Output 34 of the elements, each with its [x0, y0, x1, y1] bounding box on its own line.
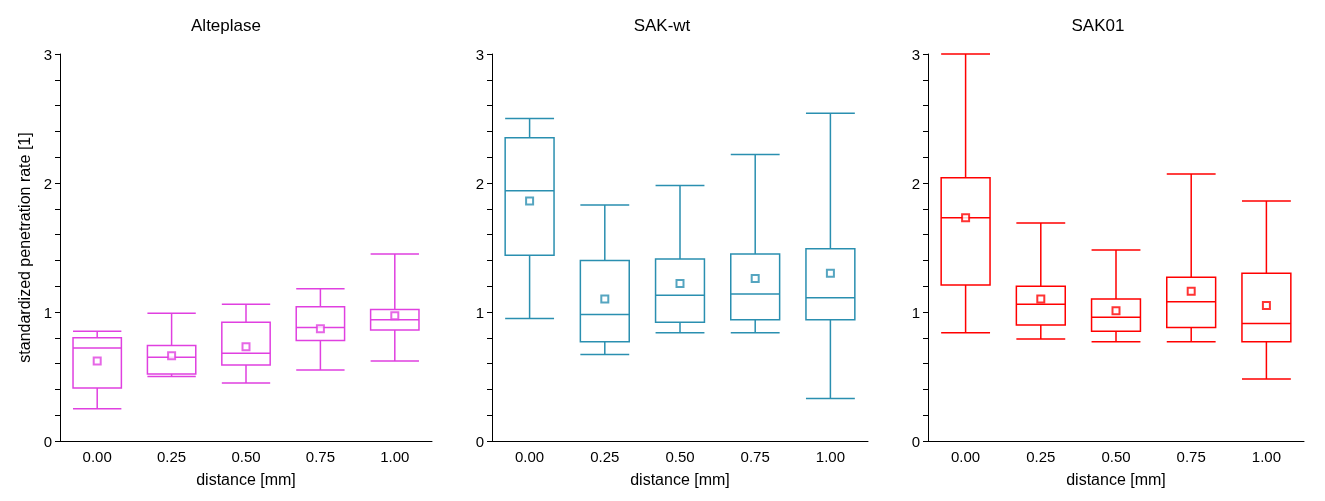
x-tick-label: 0.25: [1026, 448, 1056, 465]
y-tick-label: 2: [475, 174, 484, 192]
y-tick-label: 1: [911, 303, 920, 321]
y-tick-label: 0: [43, 432, 52, 450]
y-tick-label: 2: [43, 174, 52, 192]
x-tick-label: 0.75: [740, 448, 770, 465]
x-tick-label: 1.00: [1251, 448, 1281, 465]
x-axis-title: distance [mm]: [1066, 470, 1166, 488]
chart-title: SAK-wt: [633, 16, 691, 35]
x-tick-label: 1.00: [380, 448, 410, 465]
x-axis-title: distance [mm]: [630, 470, 730, 488]
x-tick-label: 0.50: [1101, 448, 1131, 465]
y-tick-label: 0: [911, 432, 920, 450]
y-tick-label: 0: [475, 432, 484, 450]
chart-title: SAK01: [1071, 16, 1125, 35]
y-tick-label: 3: [43, 45, 52, 63]
y-tick-label: 2: [911, 174, 920, 192]
x-tick-label: 0.50: [665, 448, 695, 465]
x-tick-label: 0.25: [590, 448, 620, 465]
y-tick-label: 1: [43, 303, 52, 321]
y-tick-label: 3: [911, 45, 920, 63]
x-tick-label: 0.75: [1176, 448, 1206, 465]
y-axis-title: standardized penetration rate [1]: [15, 132, 33, 363]
y-tick-label: 3: [475, 45, 484, 63]
chart-title: Alteplase: [191, 16, 261, 35]
x-tick-label: 0.75: [305, 448, 335, 465]
y-tick-label: 1: [475, 303, 484, 321]
x-tick-label: 0.25: [157, 448, 187, 465]
x-axis-title: distance [mm]: [196, 470, 296, 488]
x-tick-label: 1.00: [815, 448, 845, 465]
x-tick-label: 0.50: [231, 448, 261, 465]
x-tick-label: 0.00: [515, 448, 545, 465]
x-tick-label: 0.00: [82, 448, 112, 465]
x-tick-label: 0.00: [951, 448, 981, 465]
